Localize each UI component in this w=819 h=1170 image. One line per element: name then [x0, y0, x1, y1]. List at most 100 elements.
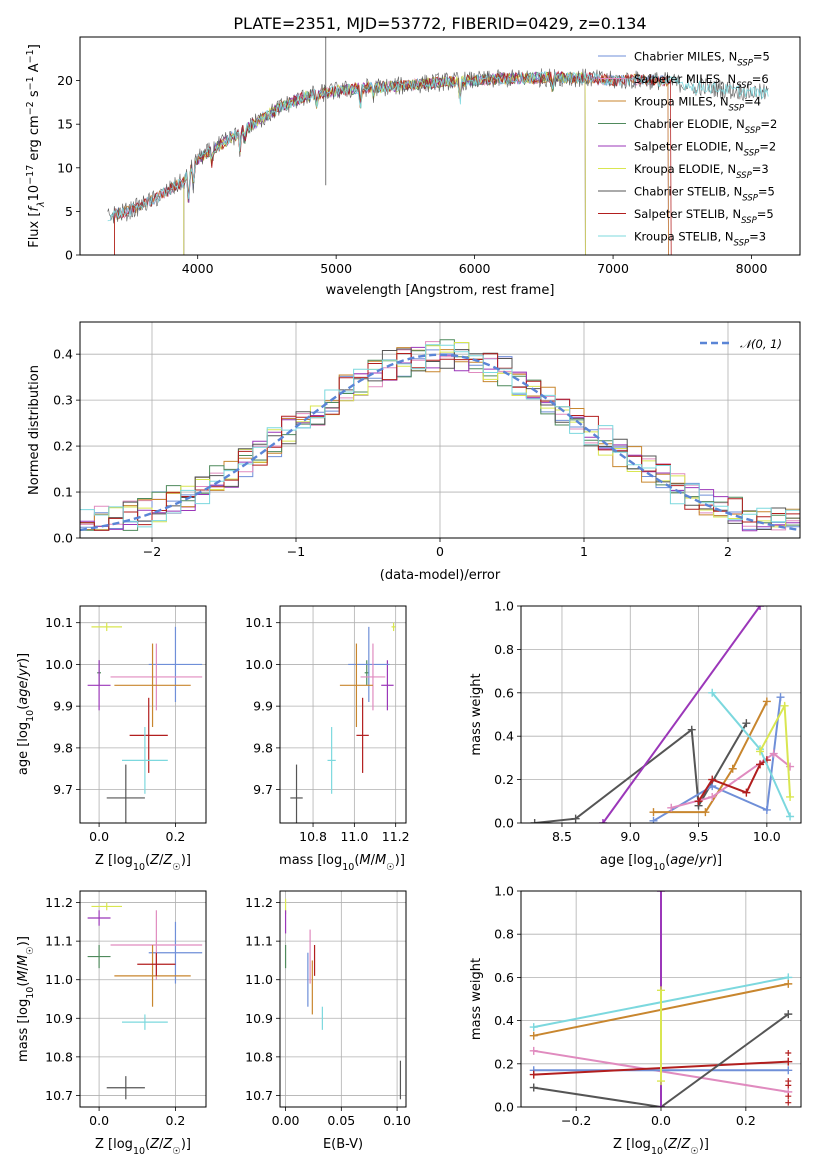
- weight-marker: [687, 725, 696, 734]
- weight-marker: [785, 1078, 792, 1085]
- y-tick-label: 11.2: [45, 895, 73, 910]
- weight-series: [756, 701, 795, 801]
- data-point: [91, 622, 122, 632]
- weight-vs-age-panel: 8.5 9.0 9.5 10.0 0.0 0.2 0.4 0.6 0.8 1.0 mass weig…: [469, 599, 802, 873]
- residual-histogram-panel: −2 −1 0 1 2 0.0 0.1 0.2 0.3 0.4 𝒩(0, 1) (data-model…: [27, 321, 801, 583]
- y-tick-label: 10.8: [245, 1049, 273, 1064]
- data-point: [360, 643, 386, 711]
- y-tick-label: 11.2: [245, 895, 273, 910]
- data-point: [122, 727, 168, 794]
- data-point: [122, 1014, 168, 1030]
- data-point: [87, 660, 111, 711]
- x-tick-label: 0.0: [89, 829, 109, 844]
- x-tick-label: 0.2: [166, 1113, 186, 1128]
- weight-marker: [756, 606, 765, 610]
- y-tick-label: 5: [65, 204, 73, 219]
- x-tick-label: 0.0: [651, 1113, 671, 1128]
- axes-frame: [520, 605, 802, 824]
- y-tick-label: 15: [57, 117, 73, 132]
- x-axis-label: age [log10(age/yr)]: [600, 853, 722, 873]
- y-tick-label: 10.8: [45, 1049, 73, 1064]
- data-point: [114, 643, 191, 728]
- x-tick-label: 11.0: [340, 829, 368, 844]
- y-tick-label: 0.0: [494, 816, 514, 831]
- weight-marker: [701, 808, 710, 817]
- weight-marker: [529, 1083, 538, 1092]
- axes-frame: [79, 36, 801, 256]
- data-point: [391, 622, 396, 632]
- weight-vs-metallicity-plot: −0.2 0.0 0.2 0.0 0.2 0.4 0.6 0.8 1.0 mass weight Z…: [469, 884, 802, 1157]
- y-tick-label: 0.1: [53, 485, 73, 500]
- weight-marker: [776, 693, 785, 702]
- x-tick-label: 9.0: [620, 829, 640, 844]
- weight-marker: [784, 979, 793, 988]
- x-tick-label: 10.0: [753, 829, 781, 844]
- data-point: [148, 921, 203, 984]
- data-point: [348, 626, 390, 702]
- weight-series: [657, 986, 665, 1086]
- plot-area: [87, 902, 203, 1100]
- axes-frame: [79, 890, 207, 1108]
- x-axis-label: E(B-V): [323, 1137, 363, 1152]
- y-tick-label: 0.6: [494, 685, 514, 700]
- weight-line: [602, 606, 761, 823]
- x-tick-label: 0.2: [736, 1113, 756, 1128]
- spectrum-line: [183, 71, 586, 255]
- legend-entry: Chabrier STELIB, NSSP=5: [634, 185, 775, 204]
- weight-marker: [756, 747, 765, 756]
- residual-histogram-plot: −2 −1 0 1 2 0.0 0.1 0.2 0.3 0.4 𝒩(0, 1) (data-model…: [27, 321, 801, 583]
- y-axis-label: Flux [fλ10−17 erg cm−2 s−1 A−1]: [25, 44, 47, 248]
- y-tick-label: 10.9: [45, 1011, 73, 1026]
- y-tick-label: 9.9: [253, 699, 273, 714]
- x-tick-label: −1: [287, 544, 305, 559]
- y-tick-label: 9.9: [53, 699, 73, 714]
- y-tick-label: 9.7: [253, 782, 273, 797]
- spectrum-line: [183, 71, 586, 255]
- residual-legend: 𝒩(0, 1): [700, 337, 782, 351]
- weight-marker: [785, 1093, 792, 1100]
- weight-marker: [742, 788, 751, 797]
- y-tick-label: 0.0: [53, 531, 73, 546]
- weight-marker: [529, 1023, 538, 1032]
- data-point: [91, 902, 122, 911]
- mass-vs-metallicity-panel: 0.0 0.2 10.7 10.8 10.9 11.0 11.1 11.2 Z [log10(Z…: [16, 890, 207, 1157]
- x-axis-label: mass [log10(M/M☉)]: [279, 853, 405, 873]
- plot-area: [530, 606, 795, 823]
- y-axis-label: age [log10(age/yr)]: [16, 653, 36, 775]
- weight-marker: [780, 701, 789, 710]
- data-point: [148, 626, 203, 702]
- data-point: [110, 643, 203, 711]
- data-point: [327, 727, 336, 794]
- x-tick-label: 6000: [459, 261, 491, 276]
- weight-line: [534, 722, 748, 823]
- legend-entry: Salpeter MILES, NSSP=6: [634, 72, 769, 91]
- data-point: [106, 1076, 145, 1100]
- mass-vs-ebv-plot: 0.00 0.05 0.10 10.7 10.8 10.9 11.0 11.1 11.2 E(B-…: [245, 890, 411, 1152]
- y-axis-label: mass weight: [469, 958, 484, 1040]
- figure-title: PLATE=2351, MJD=53772, FIBERID=0429, z=0…: [233, 14, 646, 33]
- y-tick-label: 1.0: [494, 884, 514, 899]
- weight-marker: [708, 775, 717, 784]
- x-tick-label: 8.5: [552, 829, 572, 844]
- weight-marker: [529, 1046, 538, 1055]
- legend-entry: 𝒩(0, 1): [740, 337, 782, 351]
- y-tick-label: 9.8: [253, 740, 273, 755]
- data-point: [114, 945, 191, 1007]
- legend-entry: Salpeter ELODIE, NSSP=2: [634, 140, 776, 159]
- x-axis-label: Z [log10(Z/Z☉)]: [95, 853, 191, 873]
- histogram-step: [80, 344, 800, 531]
- legend-entry: Kroupa ELODIE, NSSP=3: [634, 162, 769, 181]
- weight-marker: [657, 986, 665, 995]
- weight-marker: [785, 1099, 792, 1106]
- x-tick-label: 9.5: [689, 829, 709, 844]
- data-point: [356, 697, 369, 773]
- weight-marker: [529, 1031, 538, 1040]
- y-tick-label: 0.2: [494, 772, 514, 787]
- y-tick-label: 10.0: [245, 657, 273, 672]
- weight-marker: [785, 1050, 792, 1056]
- weight-vs-age-plot: 8.5 9.0 9.5 10.0 0.0 0.2 0.4 0.6 0.8 1.0 mass weig…: [469, 599, 802, 873]
- weight-marker: [598, 819, 607, 823]
- y-tick-label: 10.7: [245, 1088, 273, 1103]
- y-tick-label: 11.0: [45, 972, 73, 987]
- weight-line: [652, 696, 782, 822]
